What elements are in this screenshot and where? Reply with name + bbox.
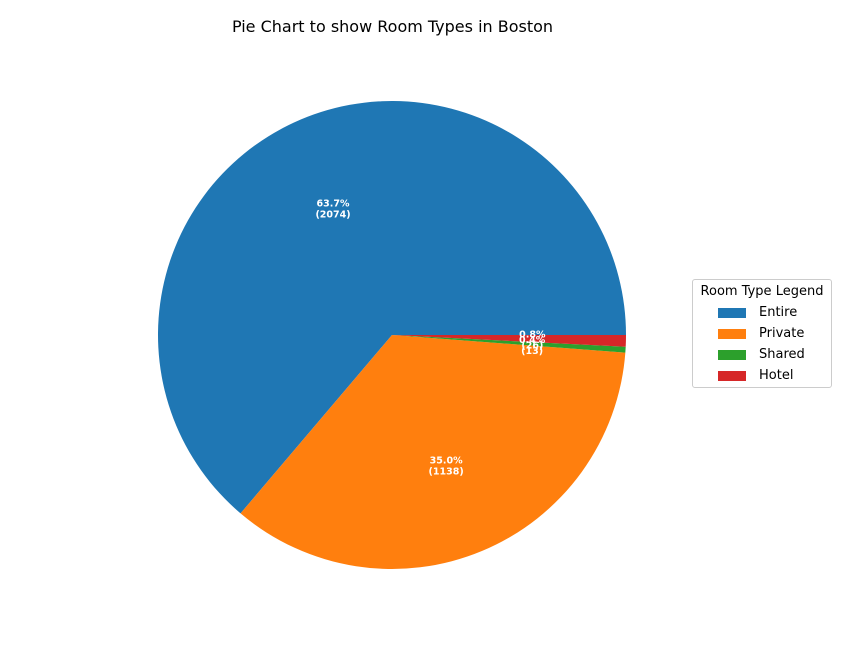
legend-item-private: Private (699, 323, 825, 344)
legend-item-hotel: Hotel (699, 365, 825, 386)
legend-item-entire: Entire (699, 302, 825, 323)
slice-label-private: 35.0% (1138) (429, 456, 464, 478)
legend-swatch-hotel (718, 370, 746, 381)
legend-label-entire: Entire (759, 305, 798, 320)
legend-item-shared: Shared (699, 344, 825, 365)
slice-label-entire: 63.7% (2074) (315, 199, 350, 221)
pie-slice-shared (392, 335, 626, 353)
legend-swatch-private (718, 328, 746, 339)
legend-label-shared: Shared (759, 347, 805, 362)
pie-slice-private (240, 335, 626, 570)
legend: Room Type Legend Entire Private Shared Hote… (692, 279, 832, 388)
pie-slice-entire (158, 101, 627, 514)
chart-title: Pie Chart to show Room Types in Boston (231, 17, 554, 36)
slice-label-hotel: 0.8% (26) (519, 330, 546, 352)
legend-label-hotel: Hotel (759, 368, 794, 383)
slice-label-shared: 0.4% (13) (519, 335, 546, 357)
legend-label-private: Private (759, 326, 805, 341)
legend-swatch-shared (718, 349, 746, 360)
legend-swatch-entire (718, 307, 746, 318)
legend-title: Room Type Legend (700, 284, 824, 299)
pie-slice-hotel (392, 335, 626, 347)
